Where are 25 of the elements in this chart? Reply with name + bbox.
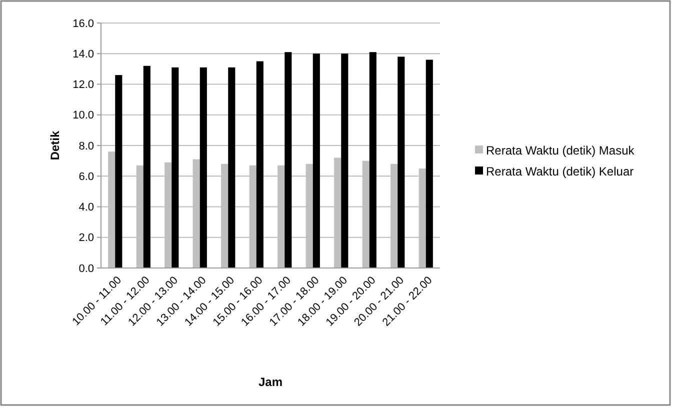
bar — [143, 66, 150, 268]
x-axis-title: Jam — [258, 375, 283, 389]
bar — [115, 75, 122, 268]
y-tick-label: 16.0 — [72, 18, 94, 30]
bar — [341, 54, 348, 268]
bar — [284, 52, 292, 268]
y-tick-label: 4.0 — [78, 202, 94, 214]
bar — [172, 67, 179, 268]
bar — [228, 67, 236, 268]
bar — [256, 61, 264, 268]
y-tick-label: 0.0 — [78, 262, 94, 275]
legend-label: Rerata Waktu (detik) Masuk — [486, 144, 636, 158]
y-tick-label: 14.0 — [72, 48, 94, 60]
y-tick-label: 10.0 — [72, 110, 94, 122]
y-axis-title: Detik — [48, 130, 62, 160]
bar — [369, 52, 376, 268]
y-tick-label: 6.0 — [78, 170, 94, 183]
y-tick-label: 2.0 — [78, 232, 94, 244]
legend-label: Rerata Waktu (detik) Keluar — [486, 164, 634, 179]
y-tick-label: 12.0 — [72, 79, 94, 92]
y-tick-label: 8.0 — [78, 140, 94, 152]
bar — [200, 67, 207, 268]
bar — [312, 54, 320, 268]
bar — [426, 60, 433, 268]
bar — [398, 56, 405, 268]
